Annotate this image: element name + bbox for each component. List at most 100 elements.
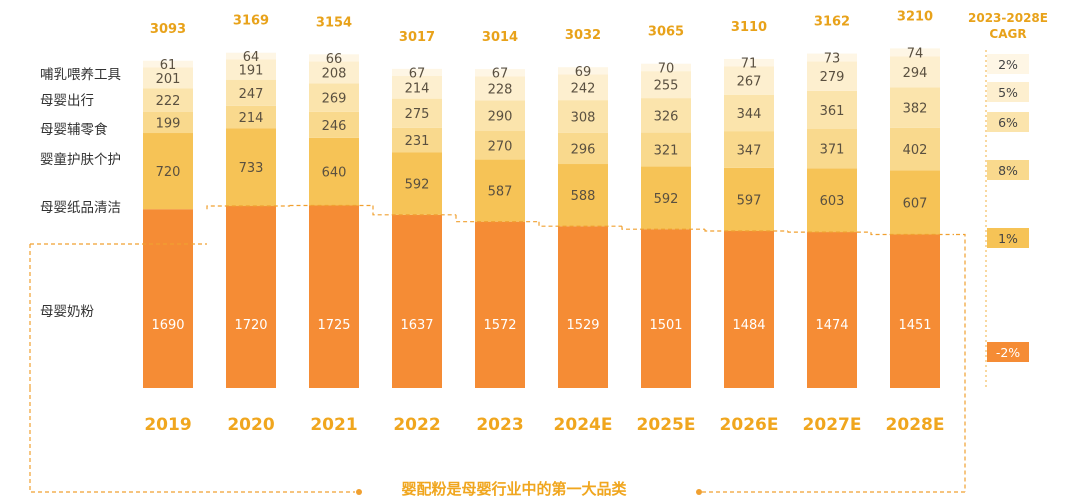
category-label: 2019 bbox=[144, 415, 191, 435]
bar-segment bbox=[309, 205, 359, 388]
data-label: 231 bbox=[405, 134, 430, 149]
bar-segment bbox=[143, 88, 193, 112]
total-label: 3162 bbox=[814, 15, 850, 30]
dashed-outline-layer bbox=[29, 204, 966, 495]
category-label: 2020 bbox=[227, 415, 274, 435]
data-label: 69 bbox=[575, 65, 592, 80]
data-label: 199 bbox=[156, 116, 181, 131]
bar-segment bbox=[143, 209, 193, 388]
data-label: 592 bbox=[405, 177, 430, 192]
data-label: 64 bbox=[243, 50, 260, 65]
data-label: 733 bbox=[239, 161, 264, 176]
cagr-value: 6% bbox=[998, 115, 1018, 130]
series-label: 母婴辅零食 bbox=[40, 121, 108, 138]
series-label: 哺乳喂养工具 bbox=[40, 67, 121, 83]
data-label: 382 bbox=[903, 102, 928, 117]
data-label: 247 bbox=[239, 87, 264, 102]
bar-segment bbox=[475, 131, 525, 160]
bar-segment bbox=[890, 56, 940, 88]
bar-segment bbox=[724, 167, 774, 231]
series-label: 母婴奶粉 bbox=[40, 304, 94, 320]
data-label: 588 bbox=[571, 189, 596, 204]
category-label: 2026E bbox=[720, 415, 779, 435]
data-label: 1637 bbox=[400, 318, 433, 333]
labels-layer: 3093 2019 3169 2020 3154 2021 3017 2022 3014 2023… bbox=[40, 9, 944, 435]
bar-segment bbox=[641, 98, 691, 133]
bar-segment bbox=[475, 159, 525, 222]
dashed-outline bbox=[29, 204, 966, 493]
data-label: 607 bbox=[903, 196, 928, 211]
bar-segment bbox=[392, 214, 442, 388]
bar-segment bbox=[392, 75, 442, 99]
cagr-badge bbox=[987, 112, 1029, 132]
data-label: 201 bbox=[156, 72, 181, 87]
bar-segment bbox=[724, 58, 774, 67]
cagr-column: 2023-2028E CAGR -2% 1% 8% 6% 5% 2% bbox=[968, 11, 1048, 390]
data-label: 1720 bbox=[234, 318, 267, 333]
bar-segment bbox=[807, 232, 857, 388]
data-label: 214 bbox=[405, 81, 430, 96]
data-label: 222 bbox=[156, 94, 181, 109]
footer-text: 婴配粉是母婴行业中的第一大品类 bbox=[401, 480, 627, 498]
bar-segment bbox=[641, 132, 691, 167]
data-label: 70 bbox=[658, 61, 675, 76]
bar-segment bbox=[558, 100, 608, 133]
data-label: 402 bbox=[903, 143, 928, 158]
data-label: 1484 bbox=[732, 318, 765, 333]
total-label: 3014 bbox=[482, 30, 518, 45]
data-label: 361 bbox=[820, 104, 845, 119]
total-label: 3169 bbox=[233, 14, 269, 29]
bar-segment bbox=[226, 128, 276, 207]
bar-segment bbox=[890, 234, 940, 388]
cagr-value: 5% bbox=[998, 85, 1018, 100]
cagr-badge bbox=[987, 228, 1029, 248]
bar-segment bbox=[558, 132, 608, 165]
bar-segment bbox=[475, 69, 525, 77]
bar-segment bbox=[641, 71, 691, 99]
bar-segment bbox=[392, 152, 442, 215]
footer-dot-right bbox=[696, 489, 702, 495]
bars-layer bbox=[143, 48, 940, 388]
bar-segment bbox=[475, 76, 525, 101]
bar-segment bbox=[807, 129, 857, 169]
cagr-badge bbox=[987, 342, 1029, 362]
cagr-badge bbox=[987, 82, 1029, 102]
data-label: 720 bbox=[156, 165, 181, 180]
data-label: 321 bbox=[654, 144, 679, 159]
footer-banner: 婴配粉是母婴行业中的第一大品类 bbox=[401, 480, 627, 498]
data-label: 74 bbox=[907, 46, 924, 61]
total-label: 3110 bbox=[731, 20, 767, 35]
data-label: 61 bbox=[160, 58, 177, 73]
series-label: 婴童护肤个护 bbox=[40, 151, 121, 168]
data-label: 1474 bbox=[815, 318, 848, 333]
data-label: 1572 bbox=[483, 318, 516, 333]
data-label: 640 bbox=[322, 166, 347, 181]
data-label: 275 bbox=[405, 107, 430, 122]
bar-segment bbox=[392, 98, 442, 128]
total-label: 3065 bbox=[648, 25, 684, 40]
data-label: 294 bbox=[903, 66, 928, 81]
bar-segment bbox=[641, 63, 691, 72]
data-label: 347 bbox=[737, 143, 762, 158]
bar-segment bbox=[724, 230, 774, 388]
cagr-value: 1% bbox=[998, 231, 1018, 246]
category-label: 2028E bbox=[886, 415, 945, 435]
data-label: 592 bbox=[654, 192, 679, 207]
data-label: 66 bbox=[326, 52, 343, 67]
data-label: 1725 bbox=[317, 318, 350, 333]
data-label: 597 bbox=[737, 193, 762, 208]
data-label: 73 bbox=[824, 51, 841, 66]
bar-segment bbox=[226, 206, 276, 388]
cagr-badge bbox=[987, 54, 1029, 74]
total-label: 3032 bbox=[565, 28, 601, 43]
bar-segment bbox=[558, 164, 608, 227]
bar-segment bbox=[143, 67, 193, 89]
cagr-value: -2% bbox=[996, 345, 1020, 360]
bar-segment bbox=[392, 68, 442, 76]
cagr-badge bbox=[987, 160, 1029, 180]
data-label: 279 bbox=[820, 70, 845, 85]
data-label: 308 bbox=[571, 110, 596, 125]
bar-segment bbox=[807, 90, 857, 130]
series-label: 母婴出行 bbox=[40, 93, 94, 109]
